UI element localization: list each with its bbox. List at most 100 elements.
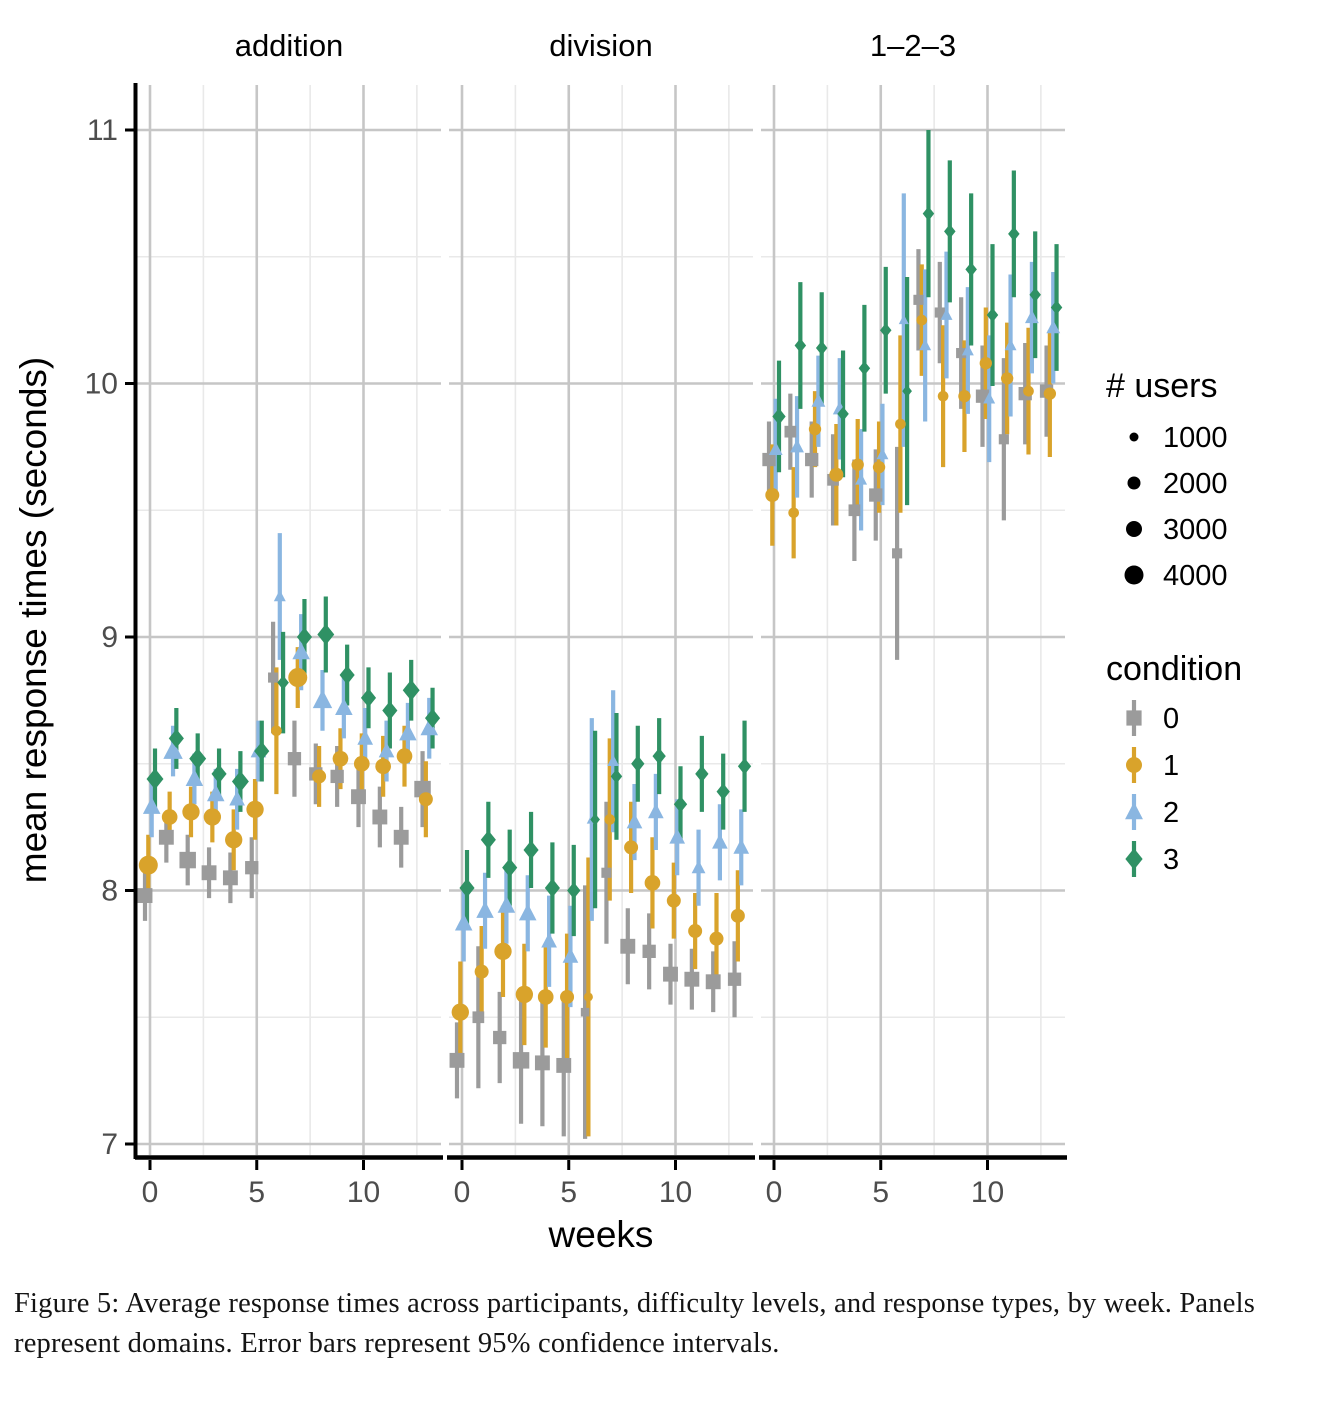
data-point — [382, 701, 398, 720]
data-point — [273, 589, 286, 602]
data-point — [583, 992, 593, 1002]
data-point — [138, 855, 158, 875]
square-icon — [1126, 710, 1142, 726]
data-point — [562, 947, 579, 963]
data-point — [534, 1055, 550, 1071]
data-point — [378, 742, 395, 758]
y-tick-label: 7 — [101, 1128, 118, 1161]
data-point — [222, 870, 238, 886]
legend-users-label: 4000 — [1163, 560, 1228, 592]
data-point — [268, 672, 279, 683]
data-point — [203, 808, 222, 826]
data-point — [1050, 300, 1063, 315]
data-point — [420, 718, 439, 736]
data-point — [624, 840, 639, 855]
data-point — [626, 813, 643, 829]
data-point — [652, 747, 666, 765]
panel-2: division 0 5 10 — [447, 28, 755, 1209]
data-point — [185, 769, 204, 787]
data-point — [560, 989, 575, 1004]
data-point — [225, 831, 243, 849]
data-point — [709, 931, 724, 946]
legend-condition-label: 3 — [1163, 844, 1179, 876]
x-tick-label: 5 — [872, 1176, 889, 1209]
chart: addition 0 5 10 division 0 5 10 1–2–3 0 5 10 7 8 9 10 11… — [13, 28, 1243, 1255]
data-point — [688, 924, 703, 939]
data-point — [876, 447, 889, 460]
x-tick-label: 5 — [560, 1176, 577, 1209]
data-point — [892, 548, 903, 559]
data-point — [245, 861, 259, 875]
data-point — [837, 406, 849, 422]
data-point — [642, 944, 656, 958]
data-point — [620, 938, 636, 954]
data-point — [480, 830, 496, 850]
data-point — [902, 385, 912, 398]
data-point — [772, 408, 786, 425]
data-point — [449, 1052, 465, 1068]
data-point — [879, 323, 892, 338]
data-point — [829, 467, 844, 482]
data-point — [666, 893, 681, 908]
y-axis: 7 8 9 10 11 — [85, 83, 138, 1161]
legend-users-label: 3000 — [1163, 514, 1228, 546]
legend-users-key — [1127, 476, 1141, 490]
data-point — [137, 888, 153, 904]
data-point — [794, 338, 807, 353]
x-tick-label: 0 — [454, 1176, 471, 1209]
data-point — [454, 913, 473, 931]
data-point — [648, 803, 664, 819]
data-point — [1000, 372, 1014, 385]
legend-condition: condition 0 1 2 3 — [1106, 650, 1242, 877]
data-point — [898, 314, 909, 325]
legend-users-key — [1129, 432, 1139, 442]
panel-title: division — [549, 28, 652, 63]
y-tick-label: 8 — [101, 875, 118, 908]
data-point — [808, 422, 822, 436]
data-point — [944, 224, 956, 239]
data-point — [353, 755, 370, 772]
data-point — [472, 1011, 485, 1024]
data-point — [189, 748, 207, 770]
data-point — [372, 809, 388, 825]
data-point — [399, 723, 417, 741]
data-point — [663, 966, 678, 982]
data-point — [142, 797, 161, 814]
data-point — [168, 728, 184, 748]
data-point — [811, 393, 826, 407]
data-point — [1024, 309, 1039, 324]
data-point — [292, 642, 310, 660]
data-point — [544, 878, 560, 898]
data-point — [590, 813, 600, 826]
data-point — [1008, 226, 1020, 242]
data-point — [502, 858, 518, 878]
legend-condition-label: 2 — [1163, 797, 1179, 829]
data-point — [288, 668, 308, 688]
data-point — [567, 882, 581, 899]
data-point — [631, 755, 645, 773]
data-point — [730, 908, 745, 923]
data-point — [986, 307, 999, 323]
data-point — [961, 343, 974, 356]
data-point — [983, 392, 996, 404]
data-point — [296, 627, 313, 647]
data-point — [762, 452, 776, 467]
data-point — [965, 262, 977, 277]
data-point — [979, 357, 992, 370]
data-point — [451, 1003, 469, 1021]
data-point — [934, 307, 945, 318]
data-point — [940, 308, 953, 320]
x-tick-label: 5 — [248, 1176, 265, 1209]
data-point — [1043, 387, 1057, 400]
data-point — [601, 867, 612, 878]
data-point — [737, 757, 752, 775]
data-point — [919, 338, 932, 351]
data-point — [474, 964, 489, 979]
data-point — [958, 390, 971, 403]
data-point — [537, 989, 554, 1005]
data-point — [727, 972, 742, 986]
data-point — [418, 792, 433, 807]
data-point — [712, 833, 728, 849]
data-point — [229, 790, 245, 806]
